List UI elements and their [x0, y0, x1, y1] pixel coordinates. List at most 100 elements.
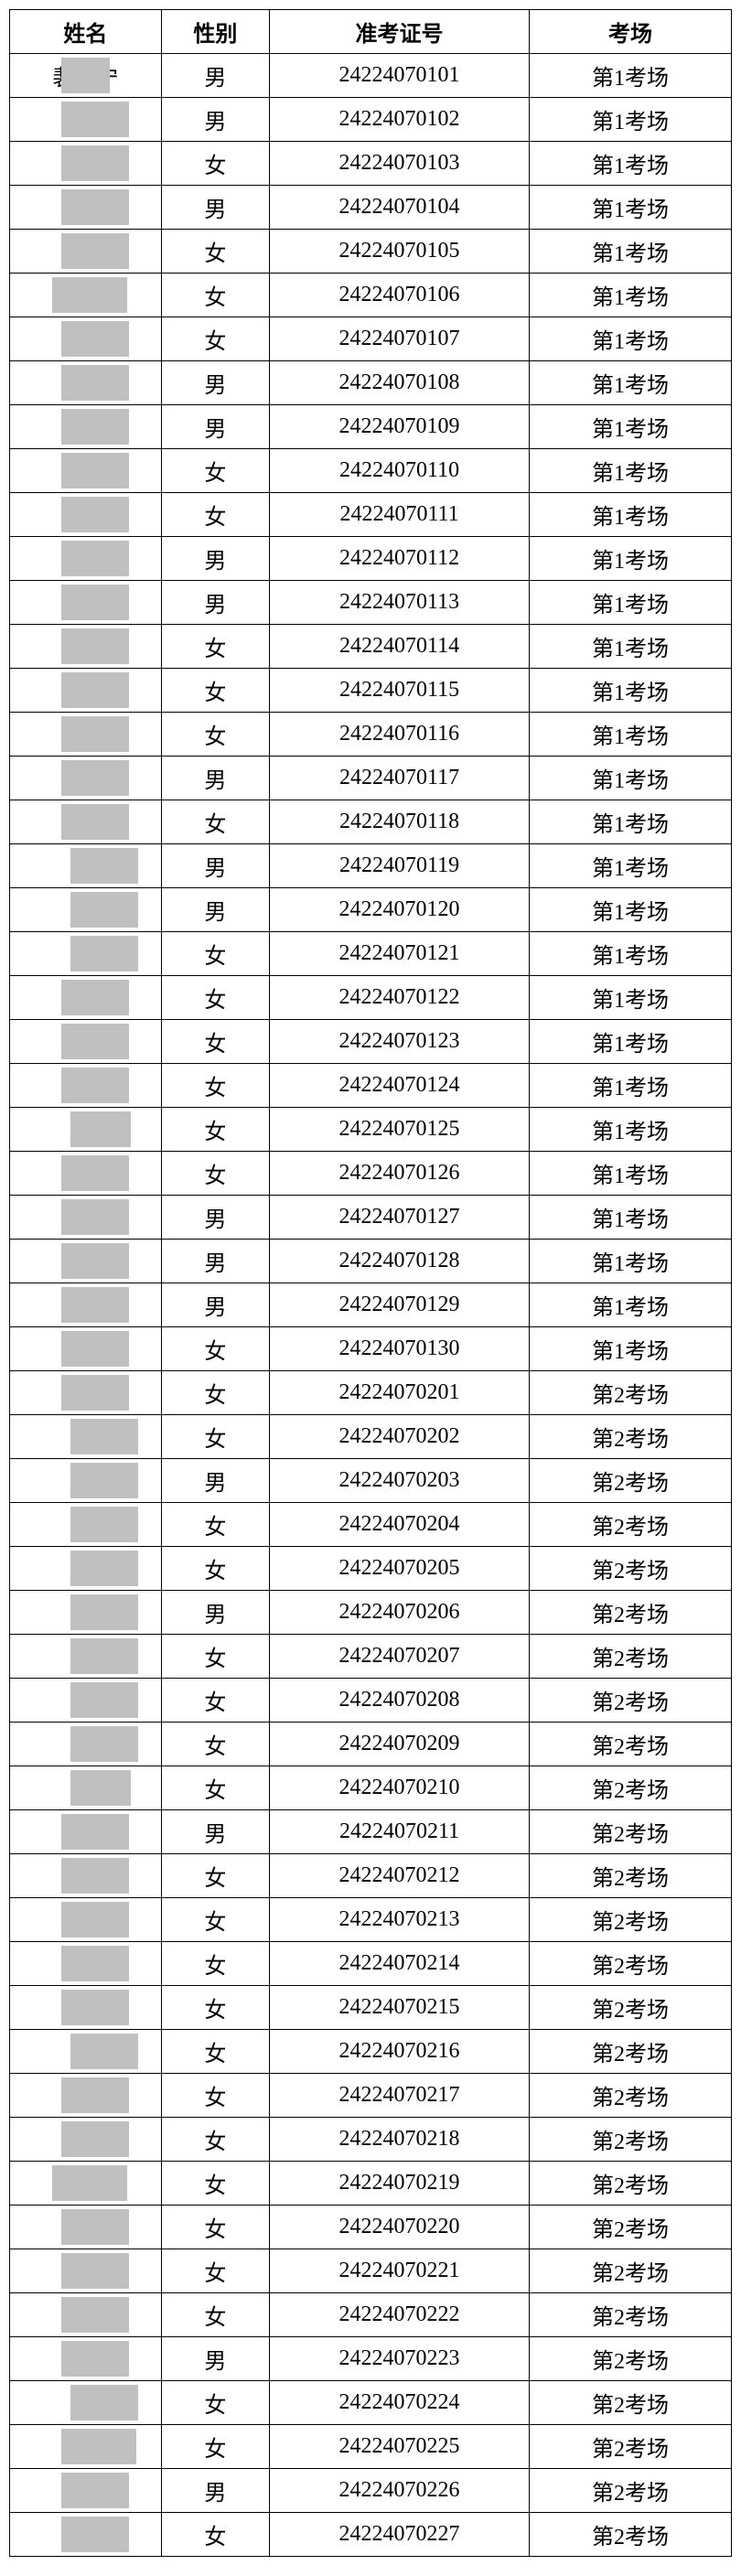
redaction-block	[61, 804, 129, 840]
redaction-block	[61, 1243, 129, 1279]
redaction-block	[70, 1726, 138, 1762]
redaction-block	[61, 2341, 129, 2377]
cell-name: 潘	[10, 1459, 162, 1503]
cell-gender: 女	[161, 1415, 269, 1459]
cell-room: 第1考场	[530, 1327, 732, 1371]
cell-room: 第2考场	[530, 1723, 732, 1766]
cell-exam-id: 24224070115	[270, 669, 530, 713]
cell-exam-id: 24224070224	[270, 2381, 530, 2425]
table-row: 许女24224070115第1考场	[10, 669, 732, 713]
cell-room: 第2考场	[530, 2030, 732, 2074]
cell-exam-id: 24224070212	[270, 1854, 530, 1898]
cell-name: 洪	[10, 581, 162, 625]
cell-name: 徐	[10, 2513, 162, 2557]
cell-exam-id: 24224070112	[270, 537, 530, 581]
cell-gender: 女	[161, 625, 269, 669]
cell-room: 第1考场	[530, 1108, 732, 1152]
cell-exam-id: 24224070219	[270, 2162, 530, 2206]
table-row: 洪男24224070113第1考场	[10, 581, 732, 625]
table-row: 孙男24224070206第2考场	[10, 1591, 732, 1635]
cell-exam-id: 24224070118	[270, 800, 530, 844]
redaction-block	[61, 2209, 129, 2245]
table-row: 金女24224070214第2考场	[10, 1942, 732, 1986]
cell-name: 王	[10, 2162, 162, 2206]
cell-gender: 女	[161, 2249, 269, 2293]
cell-name: 曹	[10, 186, 162, 230]
redaction-block	[61, 2077, 129, 2113]
cell-exam-id: 24224070109	[270, 405, 530, 449]
cell-name: 汪	[10, 1196, 162, 1240]
cell-gender: 男	[161, 1196, 269, 1240]
redaction-block	[70, 936, 138, 971]
table-row: 女24224070106第1考场	[10, 274, 732, 317]
cell-gender: 男	[161, 2469, 269, 2513]
cell-name: 金	[10, 405, 162, 449]
redaction-block	[61, 1155, 129, 1191]
cell-exam-id: 24224070222	[270, 2293, 530, 2337]
cell-name: 戴	[10, 1635, 162, 1679]
header-room: 考场	[530, 10, 732, 54]
exam-roster-table: 姓名 性别 准考证号 考场 裴 宁男24224070101第1考场张男24224…	[9, 9, 732, 2557]
cell-exam-id: 24224070106	[270, 274, 530, 317]
cell-exam-id: 24224070108	[270, 361, 530, 405]
cell-gender: 男	[161, 54, 269, 98]
redaction-block	[70, 1638, 138, 1674]
redaction-block	[70, 1594, 138, 1630]
redaction-block	[61, 233, 129, 269]
redaction-block	[61, 453, 129, 488]
cell-name: 吕	[10, 2249, 162, 2293]
cell-room: 第2考场	[530, 2293, 732, 2337]
cell-gender: 女	[161, 1503, 269, 1547]
cell-gender: 女	[161, 1898, 269, 1942]
cell-name: 陈	[10, 2030, 162, 2074]
redaction-block	[70, 1551, 138, 1586]
cell-gender: 男	[161, 1810, 269, 1854]
cell-gender: 女	[161, 1547, 269, 1591]
cell-exam-id: 24224070218	[270, 2118, 530, 2162]
cell-room: 第1考场	[530, 625, 732, 669]
table-row: 桂男24224070120第1考场	[10, 888, 732, 932]
cell-gender: 女	[161, 230, 269, 274]
redaction-block	[61, 145, 129, 181]
table-row: 徐男24224070128第1考场	[10, 1240, 732, 1283]
cell-name: 金	[10, 1942, 162, 1986]
cell-name: 鲍	[10, 493, 162, 537]
cell-name: 潘	[10, 625, 162, 669]
cell-name: 王	[10, 1547, 162, 1591]
cell-room: 第1考场	[530, 1283, 732, 1327]
redaction-block	[61, 1199, 129, 1235]
cell-exam-id: 24224070215	[270, 1986, 530, 2030]
cell-room: 第1考场	[530, 757, 732, 800]
cell-gender: 女	[161, 1371, 269, 1415]
cell-gender: 女	[161, 1679, 269, 1723]
cell-room: 第2考场	[530, 1415, 732, 1459]
cell-gender: 女	[161, 2425, 269, 2469]
cell-gender: 女	[161, 2293, 269, 2337]
cell-name: 胡	[10, 2381, 162, 2425]
cell-exam-id: 24224070129	[270, 1283, 530, 1327]
redaction-block	[61, 2253, 129, 2289]
cell-exam-id: 24224070205	[270, 1547, 530, 1591]
cell-exam-id: 24224070213	[270, 1898, 530, 1942]
cell-gender: 女	[161, 976, 269, 1020]
header-id: 准考证号	[270, 10, 530, 54]
redaction-block	[70, 1111, 131, 1147]
cell-gender: 女	[161, 669, 269, 713]
cell-gender: 男	[161, 98, 269, 142]
table-row: 齐女24224070116第1考场	[10, 713, 732, 757]
cell-name: 陈	[10, 2206, 162, 2249]
cell-room: 第2考场	[530, 1371, 732, 1415]
cell-gender: 女	[161, 1723, 269, 1766]
cell-name: 林	[10, 1415, 162, 1459]
cell-exam-id: 24224070201	[270, 1371, 530, 1415]
cell-exam-id: 24224070226	[270, 2469, 530, 2513]
cell-exam-id: 24224070204	[270, 1503, 530, 1547]
cell-exam-id: 24224070120	[270, 888, 530, 932]
cell-name: 徐	[10, 976, 162, 1020]
cell-name: 鲜	[10, 1108, 162, 1152]
cell-gender: 女	[161, 1942, 269, 1986]
cell-room: 第1考场	[530, 54, 732, 98]
table-row: 杨女24224070209第2考场	[10, 1723, 732, 1766]
table-row: 陈男24224070112第1考场	[10, 537, 732, 581]
cell-exam-id: 24224070225	[270, 2425, 530, 2469]
